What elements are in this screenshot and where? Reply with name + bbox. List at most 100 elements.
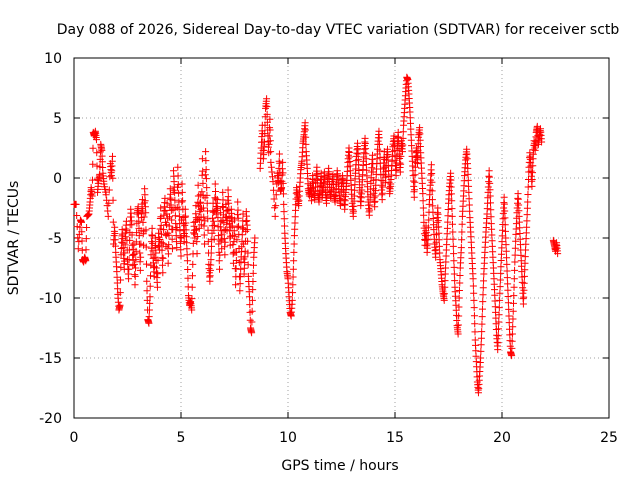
data-point <box>211 180 219 188</box>
data-point <box>231 216 238 224</box>
data-point <box>416 130 424 138</box>
data-point <box>413 160 421 168</box>
data-point <box>505 312 513 320</box>
data-point <box>494 332 502 340</box>
data-point <box>111 236 119 244</box>
data-point <box>134 203 142 211</box>
data-point <box>381 163 389 171</box>
data-point <box>486 199 494 207</box>
data-point <box>156 215 164 222</box>
data-point <box>469 275 477 283</box>
data-point <box>447 176 455 184</box>
data-point <box>102 191 110 199</box>
data-point <box>278 184 286 192</box>
data-point <box>202 166 210 174</box>
data-point <box>443 224 451 232</box>
data-point <box>105 199 113 207</box>
data-point <box>399 134 407 142</box>
data-point <box>151 253 159 261</box>
data-point <box>175 189 183 197</box>
y-axis-label: SDTVAR / TECUs <box>6 181 22 296</box>
data-point <box>479 298 487 306</box>
data-point <box>177 246 185 254</box>
data-point <box>495 318 503 326</box>
y-tick-label: 0 <box>53 171 62 187</box>
data-point <box>500 200 508 208</box>
data-point <box>137 253 145 261</box>
data-point <box>199 179 207 187</box>
data-point <box>111 242 119 250</box>
data-point <box>466 207 474 215</box>
data-point <box>117 276 125 284</box>
data-point <box>260 138 268 146</box>
data-point <box>270 195 278 203</box>
data-point <box>239 224 247 232</box>
data-point <box>147 251 155 259</box>
data-point <box>511 258 519 266</box>
data-point <box>236 280 244 288</box>
data-point <box>471 328 479 336</box>
data-point <box>249 278 257 285</box>
data-point <box>318 187 326 195</box>
data-point <box>176 239 184 247</box>
data-point <box>376 147 384 155</box>
data-point <box>290 248 298 256</box>
data-point <box>429 202 437 210</box>
data-point <box>504 299 512 307</box>
data-point <box>224 206 232 214</box>
data-point <box>140 213 148 221</box>
data-point <box>129 251 137 259</box>
data-point <box>266 126 274 134</box>
data-point <box>229 250 237 258</box>
data-point <box>554 250 562 258</box>
data-point <box>496 289 504 297</box>
data-point <box>168 216 176 224</box>
data-point <box>89 160 97 168</box>
data-point <box>142 243 150 251</box>
data-point <box>497 250 505 258</box>
data-point <box>139 218 147 226</box>
data-point <box>419 190 427 198</box>
data-point <box>279 190 287 198</box>
data-point <box>432 253 440 261</box>
data-point <box>503 274 511 282</box>
data-point <box>429 208 437 216</box>
data-point <box>504 286 512 294</box>
data-point <box>301 126 309 134</box>
data-point <box>249 269 257 277</box>
data-point <box>125 275 133 283</box>
data-point <box>313 170 321 178</box>
data-point <box>142 209 150 217</box>
data-point <box>197 198 205 206</box>
data-point <box>117 263 125 271</box>
data-point <box>204 238 212 246</box>
data-point <box>202 175 210 183</box>
data-point <box>84 211 92 219</box>
data-point <box>248 296 256 304</box>
data-point <box>464 176 472 184</box>
data-point <box>148 224 156 232</box>
data-point <box>434 210 442 218</box>
data-point <box>220 218 228 226</box>
data-point <box>218 231 226 239</box>
data-point <box>450 250 458 258</box>
data-point <box>524 191 532 198</box>
data-point <box>519 300 527 308</box>
data-point <box>521 259 529 267</box>
data-point <box>210 221 218 229</box>
data-point <box>509 307 517 315</box>
data-point <box>428 196 436 204</box>
data-point <box>128 231 136 239</box>
data-point <box>269 178 277 186</box>
data-point <box>82 235 90 243</box>
data-point <box>172 232 180 240</box>
data-point <box>125 256 133 264</box>
data-point <box>183 245 191 253</box>
data-point <box>148 238 156 246</box>
data-point <box>447 169 455 177</box>
data-point <box>486 179 494 187</box>
data-point <box>268 168 276 176</box>
data-point <box>152 249 160 257</box>
data-point <box>123 227 131 235</box>
data-point <box>529 162 537 170</box>
